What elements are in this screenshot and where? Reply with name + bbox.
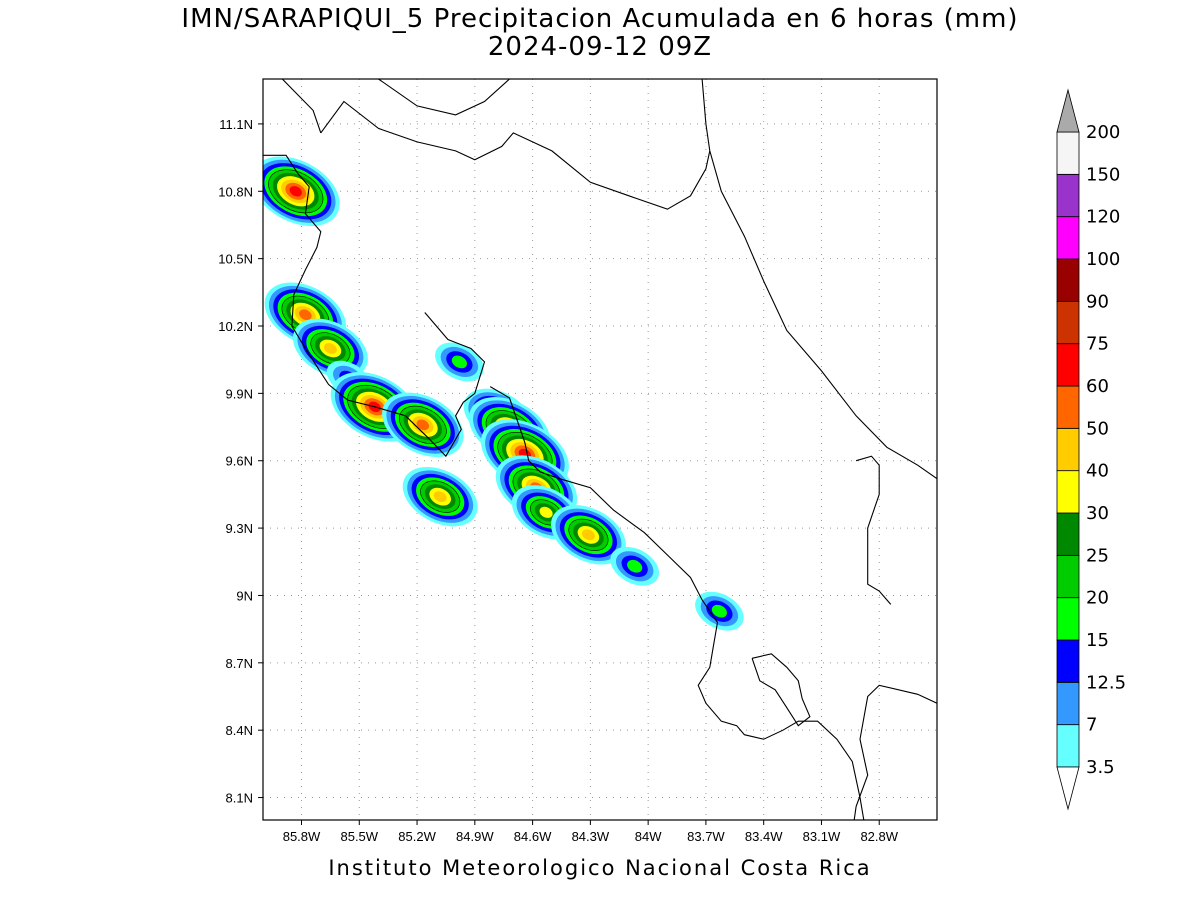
colorbar-label: 90 <box>1086 291 1109 312</box>
colorbar-label: 75 <box>1086 334 1109 355</box>
colorbar-label: 12.5 <box>1086 672 1126 693</box>
colorbar-label: 25 <box>1086 545 1109 566</box>
lat-tick-label: 8.7N <box>226 656 253 671</box>
coastline <box>701 79 711 151</box>
colorbar-label: 50 <box>1086 418 1109 439</box>
lat-tick-label: 11.1N <box>219 117 253 132</box>
coastline <box>378 79 510 116</box>
colorbar-under-arrow <box>1056 766 1080 811</box>
colorbar-label: 150 <box>1086 164 1120 185</box>
colorbar-bin <box>1056 554 1080 599</box>
lat-tick-label: 10.5N <box>218 252 253 267</box>
colorbar-bin <box>1056 470 1080 514</box>
precip-contour <box>627 559 643 573</box>
precip-contour <box>711 604 727 618</box>
lon-tick-label: 85.2W <box>398 829 436 844</box>
lat-tick-label: 10.2N <box>218 319 253 334</box>
lat-tick-label: 9.9N <box>226 386 253 401</box>
colorbar-over-arrow <box>1056 88 1080 133</box>
colorbar-bin <box>1056 427 1080 472</box>
precip-contour <box>433 491 447 503</box>
coastline <box>853 806 857 820</box>
colorbar-label: 200 <box>1086 122 1120 143</box>
lon-tick-label: 82.8W <box>860 829 898 844</box>
precip-contour <box>299 309 312 321</box>
coastline <box>751 653 811 727</box>
precip-cell <box>402 466 478 527</box>
colorbar-bin <box>1056 343 1080 387</box>
colorbar-label: 7 <box>1086 715 1097 736</box>
precip-cell <box>610 546 660 586</box>
coastline <box>281 79 322 134</box>
colorbar-label: 20 <box>1086 588 1109 609</box>
precip-contour <box>416 419 430 431</box>
colorbar-label: 120 <box>1086 207 1120 228</box>
coastline <box>320 100 711 210</box>
precip-cell <box>435 342 484 382</box>
precip-cell <box>263 156 340 227</box>
grid-lines <box>263 79 937 820</box>
precip-cell <box>550 505 626 565</box>
axis-ticks: 85.8W 85.5W 85.2W 84.9W 84.6W 84.3W 84W 83.7W 83… <box>218 117 898 844</box>
precip-cell <box>695 591 744 631</box>
colorbar-bin <box>1056 385 1080 429</box>
colorbar-bin <box>1056 681 1080 726</box>
lat-tick-label: 8.4N <box>226 723 253 738</box>
colorbar-label: 40 <box>1086 461 1109 482</box>
lon-tick-label: 85.8W <box>283 829 321 844</box>
precip-contour <box>539 506 553 518</box>
lon-tick-label: 84.3W <box>572 829 610 844</box>
lat-tick-label: 8.1N <box>226 791 253 806</box>
colorbar-bin <box>1056 216 1080 260</box>
lat-tick-label: 9.3N <box>226 521 253 536</box>
coastline <box>855 455 892 605</box>
precipitation-field <box>263 156 744 631</box>
colorbar-bin <box>1056 131 1080 175</box>
colorbar-bin <box>1056 512 1080 556</box>
lat-tick-label: 10.8N <box>218 184 253 199</box>
colorbar-bin <box>1056 639 1080 683</box>
precip-contour <box>581 529 595 541</box>
precip-cell <box>382 392 464 458</box>
map-subtitle-datetime: 2024-09-12 09Z <box>487 32 713 62</box>
map-title: IMN/SARAPIQUI_5 Precipitacion Acumulada … <box>181 4 1019 34</box>
colorbar-label: 60 <box>1086 376 1109 397</box>
lon-tick-label: 83.4W <box>745 829 783 844</box>
coastlines-and-borders <box>263 79 937 820</box>
coastline <box>263 154 486 458</box>
colorbar-bin <box>1056 258 1080 302</box>
coastline <box>855 684 937 807</box>
precip-contour <box>323 343 337 354</box>
map-frame <box>262 78 938 821</box>
lon-tick-label: 84.9W <box>456 829 494 844</box>
colorbar-bin <box>1056 173 1080 218</box>
colorbar-label: 3.5 <box>1086 757 1115 778</box>
lat-tick-label: 9N <box>236 588 253 603</box>
lon-tick-label: 83.7W <box>687 829 725 844</box>
coastline <box>709 150 937 480</box>
lon-tick-label: 84.6W <box>514 829 552 844</box>
colorbar-label: 30 <box>1086 503 1109 524</box>
lon-tick-label: 84W <box>635 829 662 844</box>
lon-tick-label: 85.5W <box>340 829 378 844</box>
colorbar-label: 15 <box>1086 630 1109 651</box>
colorbar-legend: 3.5 7 12.5 15 20 25 30 40 50 60 75 90 100 120 150 200 <box>1056 88 1126 811</box>
lat-tick-label: 9.6N <box>226 454 253 469</box>
lon-tick-label: 83.1W <box>803 829 841 844</box>
colorbar-bin <box>1056 597 1080 641</box>
colorbar-label: 100 <box>1086 249 1120 270</box>
colorbar-bin <box>1056 300 1080 345</box>
precip-contour <box>451 355 467 369</box>
institution-footer: Instituto Meteorologico Nacional Costa R… <box>328 856 872 880</box>
colorbar-bin <box>1056 724 1080 768</box>
precip-contour <box>289 186 302 197</box>
